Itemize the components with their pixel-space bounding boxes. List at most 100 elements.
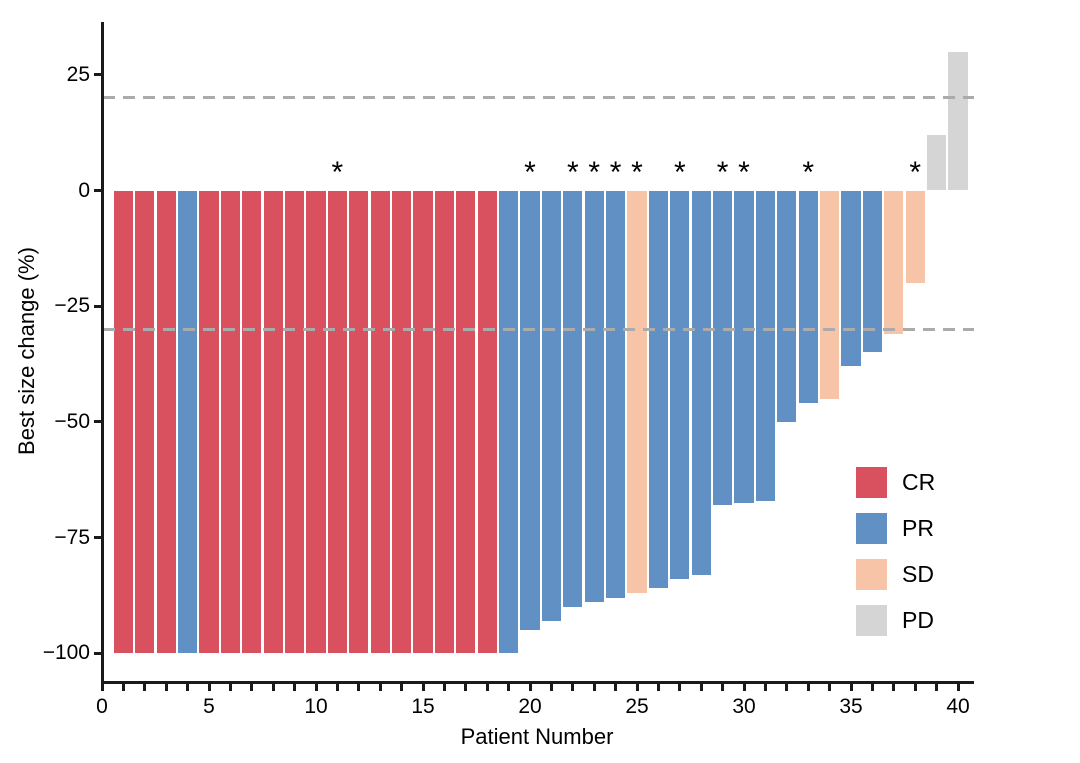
legend-swatch-pd [856, 605, 887, 636]
x-tick-15 [421, 682, 425, 691]
significance-asterisk-patient-24: * [609, 156, 622, 189]
x-tick-39 [935, 682, 939, 691]
x-tick-5 [207, 682, 211, 691]
bar-patient-9 [284, 190, 305, 654]
x-tick-33 [806, 682, 810, 691]
x-tick-31 [763, 682, 767, 691]
x-tick-36 [870, 682, 874, 691]
x-tick-label-20: 20 [518, 695, 542, 718]
x-tick-25 [635, 682, 639, 691]
y-tick-label--50: −50 [54, 409, 90, 433]
y-tick-label-25: 25 [66, 62, 90, 86]
x-axis-line [100, 680, 974, 684]
bar-patient-36 [862, 190, 883, 353]
y-tick-0 [94, 189, 102, 192]
bar-patient-13 [370, 190, 390, 654]
y-tick-25 [94, 73, 102, 77]
x-tick-13 [378, 682, 382, 691]
x-tick-10 [314, 682, 318, 691]
bar-patient-32 [777, 190, 797, 422]
bar-patient-12 [349, 190, 369, 654]
reference-line--30 [103, 327, 974, 331]
significance-asterisk-patient-38: * [909, 156, 922, 189]
legend-label-pr: PR [902, 515, 934, 541]
x-tick-7 [250, 682, 254, 691]
x-tick-28 [699, 682, 703, 691]
legend: CR PR SD PD [856, 467, 935, 651]
bar-patient-15 [413, 190, 433, 654]
x-tick-label-35: 35 [839, 695, 863, 718]
bar-patient-39 [926, 134, 947, 191]
x-tick-label-15: 15 [411, 695, 435, 718]
x-tick-29 [721, 682, 725, 691]
bar-patient-24 [605, 190, 626, 598]
legend-swatch-sd [856, 559, 887, 590]
bar-patient-18 [477, 190, 497, 654]
bar-patient-35 [841, 190, 861, 367]
x-tick-32 [785, 682, 789, 691]
bar-patient-1 [113, 190, 134, 654]
x-axis-title: Patient Number [460, 724, 614, 749]
significance-asterisk-patient-20: * [524, 156, 536, 189]
bar-patient-21 [541, 190, 562, 621]
x-tick-1 [121, 682, 125, 691]
significance-asterisk-patient-27: * [673, 156, 686, 189]
legend-label-cr: CR [902, 469, 936, 495]
significance-asterisk-patient-22: * [566, 156, 579, 189]
reference-line-20 [103, 96, 974, 100]
x-tick-label-0: 0 [96, 695, 108, 718]
bar-patient-26 [648, 190, 669, 589]
x-tick-40 [956, 682, 960, 691]
x-tick-37 [892, 682, 896, 691]
x-tick-2 [143, 682, 147, 691]
legend-swatch-cr [856, 467, 887, 498]
x-tick-22 [571, 682, 575, 691]
x-tick-8 [271, 682, 275, 691]
y-tick-label--75: −75 [54, 525, 90, 549]
x-tick-26 [656, 682, 660, 691]
x-tick-18 [485, 682, 489, 691]
x-tick-21 [549, 682, 553, 691]
x-tick-17 [464, 682, 468, 691]
legend-item-pr: PR [856, 513, 935, 544]
bar-patient-2 [135, 190, 155, 654]
x-tick-24 [614, 682, 618, 691]
x-tick-35 [849, 682, 853, 691]
x-tick-label-25: 25 [625, 695, 649, 718]
y-tick--25 [94, 304, 102, 308]
bar-patient-6 [220, 190, 241, 654]
legend-item-sd: SD [856, 559, 935, 590]
significance-asterisk-patient-11: * [331, 156, 344, 189]
bar-patient-22 [563, 190, 583, 607]
x-tick-4 [186, 682, 190, 691]
y-tick-label--25: −25 [54, 294, 90, 318]
legend-swatch-pr [856, 513, 887, 544]
bar-patient-19 [498, 190, 519, 654]
bar-patient-31 [755, 190, 776, 501]
bar-patient-3 [156, 190, 176, 654]
bar-patient-40 [948, 51, 968, 191]
bar-patient-10 [306, 190, 326, 654]
x-tick-3 [164, 682, 168, 691]
bar-patient-38 [905, 190, 925, 284]
bar-patient-14 [391, 190, 412, 654]
y-tick--50 [94, 420, 102, 424]
bar-patient-5 [199, 190, 219, 654]
y-tick--100 [94, 651, 102, 655]
y-axis-line [100, 22, 104, 684]
legend-item-cr: CR [856, 467, 935, 498]
legend-item-pd: PD [856, 605, 935, 636]
x-tick-label-40: 40 [946, 695, 970, 718]
x-tick-9 [293, 682, 297, 691]
x-tick-label-30: 30 [732, 695, 756, 718]
significance-asterisk-patient-25: * [631, 156, 643, 189]
bar-patient-7 [242, 190, 262, 654]
x-tick-0 [100, 682, 104, 691]
y-tick-label--100: −100 [42, 641, 90, 665]
x-tick-34 [828, 682, 832, 691]
significance-asterisk-patient-30: * [738, 156, 750, 189]
x-tick-38 [913, 682, 917, 691]
bar-patient-11 [327, 190, 348, 654]
